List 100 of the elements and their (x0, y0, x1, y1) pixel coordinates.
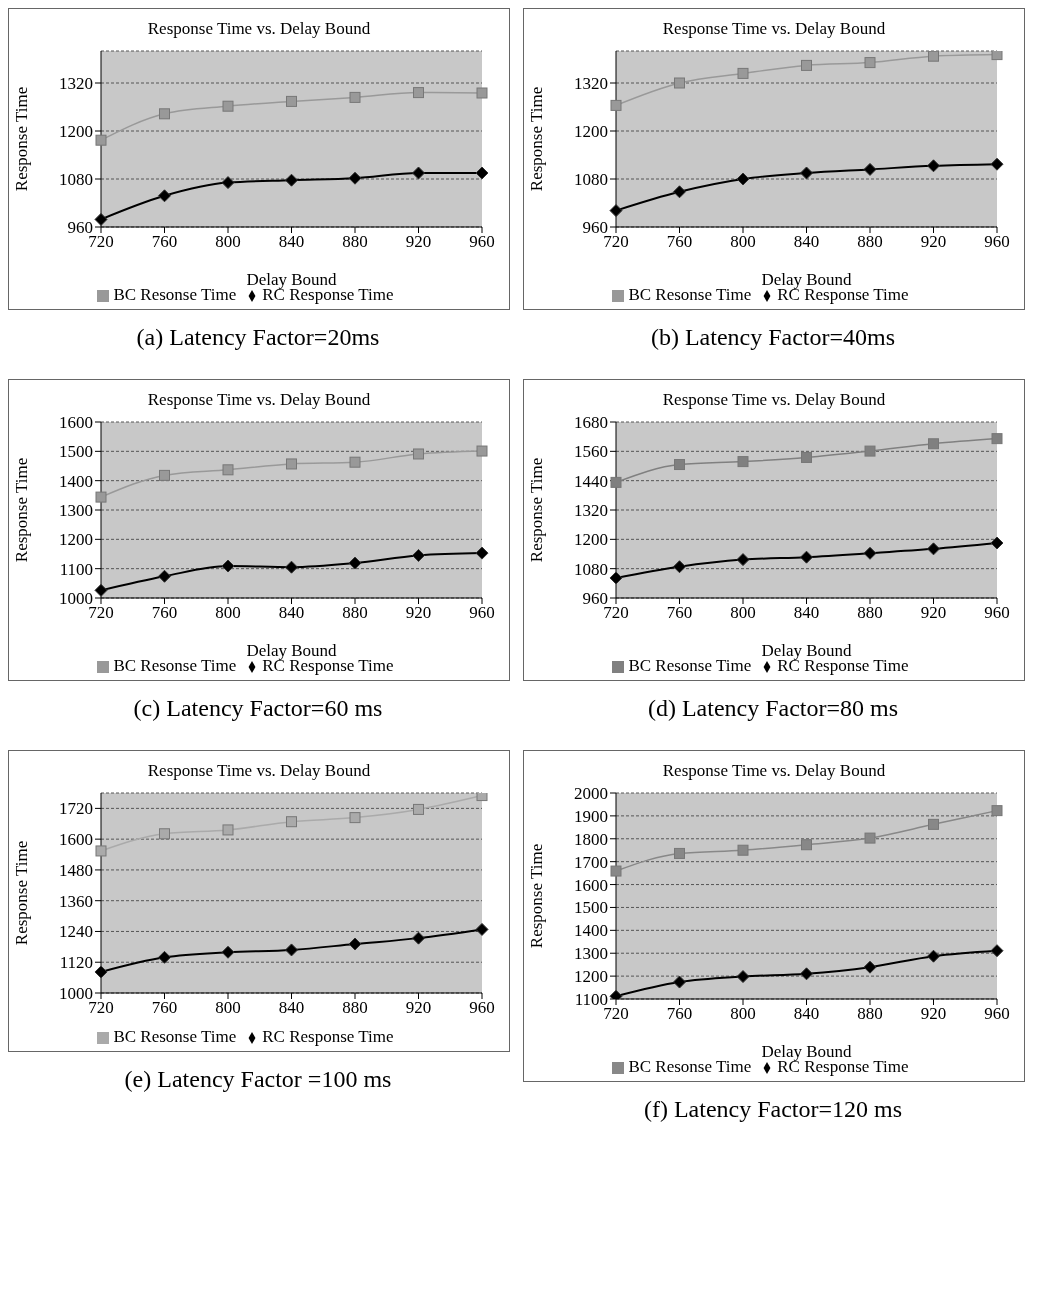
y-tick-label: 1400 (59, 471, 93, 491)
y-tick-label: 1400 (574, 921, 608, 941)
x-tick-label: 760 (666, 1004, 693, 1024)
point (285, 560, 298, 574)
x-axis-title: Delay Bound (761, 270, 853, 289)
x-tick-label: 920 (405, 998, 432, 1018)
x-tick-label: 840 (278, 603, 305, 623)
x-tick-label: 800 (215, 603, 241, 623)
point (412, 166, 425, 180)
x-tick-label: 720 (603, 232, 629, 252)
point (674, 459, 685, 471)
x-tick-label: 760 (151, 603, 178, 623)
y-tick-label: 1240 (59, 922, 93, 942)
point (927, 159, 940, 173)
x-tick-label: 960 (469, 998, 495, 1018)
x-tick-label: 800 (215, 998, 241, 1018)
legend-label: BC Resonse Time (628, 656, 752, 675)
x-tick-label: 880 (857, 1004, 883, 1024)
x-tick-label: 720 (603, 1004, 629, 1024)
point (674, 847, 685, 859)
point (476, 445, 488, 457)
x-tick-label: 760 (151, 998, 178, 1018)
point (412, 548, 425, 562)
y-tick-label: 1900 (574, 806, 608, 826)
point (475, 546, 489, 560)
y-axis-title: Response Time (12, 840, 32, 946)
x-tick-label: 920 (405, 232, 432, 252)
point (990, 536, 1004, 550)
text: (e) Latency Factor =100 ms (123, 1066, 393, 1093)
legend-label: BC Resonse Time (113, 656, 237, 675)
point (928, 818, 939, 830)
point (349, 91, 361, 103)
point (800, 166, 813, 180)
point (475, 166, 489, 180)
point (610, 99, 622, 111)
y-tick-label: 2000 (574, 784, 608, 804)
y-tick-label: 1500 (59, 442, 93, 462)
point (673, 975, 686, 989)
point (475, 922, 489, 936)
point (95, 134, 107, 146)
point (222, 824, 234, 836)
point (991, 433, 1003, 445)
y-tick-label: 1500 (574, 898, 608, 918)
point (673, 185, 686, 199)
chart-title: Response Time vs. Delay Bound (146, 761, 372, 781)
x-tick-label: 720 (603, 603, 629, 623)
point (349, 812, 361, 824)
point (991, 51, 1003, 61)
point (928, 51, 939, 62)
y-tick-label: 1680 (574, 413, 608, 433)
x-tick-label: 960 (469, 603, 495, 623)
point (737, 456, 749, 468)
point (736, 172, 750, 186)
y-tick-label: 1360 (59, 891, 93, 911)
point (222, 100, 234, 112)
x-tick-label: 800 (730, 232, 756, 252)
text: (b) Latency Factor=40ms (649, 324, 897, 351)
y-tick-label: 1320 (59, 74, 93, 94)
y-tick-label: 1720 (59, 799, 93, 819)
chart-title: Response Time vs. Delay Bound (661, 761, 887, 781)
y-tick-label: 1120 (59, 953, 93, 973)
point (863, 960, 877, 974)
y-axis-title: Response Time (12, 86, 32, 192)
y-tick-label: 1600 (59, 413, 93, 433)
point (348, 556, 362, 570)
y-tick-label: 1100 (59, 559, 93, 579)
y-axis-title: Response Time (527, 457, 547, 563)
point (927, 542, 940, 556)
x-tick-label: 880 (342, 232, 368, 252)
chart-title: Response Time vs. Delay Bound (661, 19, 887, 39)
point (286, 458, 297, 470)
x-tick-label: 760 (666, 232, 693, 252)
point (285, 943, 298, 957)
x-tick-label: 960 (984, 1004, 1010, 1024)
point (158, 189, 171, 203)
x-tick-label: 840 (793, 603, 820, 623)
x-tick-label: 800 (215, 232, 241, 252)
point (864, 57, 876, 69)
point (864, 445, 876, 457)
point (801, 451, 812, 463)
point (95, 845, 107, 857)
x-tick-label: 720 (88, 603, 114, 623)
point (286, 816, 297, 828)
x-tick-label: 720 (88, 998, 114, 1018)
point (348, 171, 362, 185)
x-tick-label: 880 (342, 998, 368, 1018)
point (800, 967, 813, 981)
legend-label: BC Resonse Time (628, 1057, 752, 1076)
y-tick-label: 1300 (574, 944, 608, 964)
point (610, 476, 622, 488)
point (221, 945, 235, 959)
legend-label: BC Resonse Time (628, 285, 752, 304)
point (476, 793, 488, 802)
point (158, 950, 171, 964)
y-tick-label: 1200 (574, 530, 608, 550)
point (349, 456, 361, 468)
x-tick-label: 880 (857, 603, 883, 623)
point (737, 844, 749, 856)
x-tick-label: 920 (920, 603, 947, 623)
chart-title: Response Time vs. Delay Bound (146, 19, 372, 39)
